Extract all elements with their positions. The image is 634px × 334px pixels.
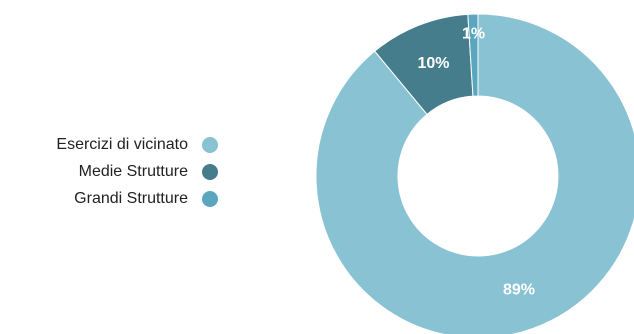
slice-value-label: 89%	[503, 281, 535, 298]
legend-item[interactable]: Medie Strutture	[0, 158, 218, 185]
legend-label: Esercizi di vicinato	[56, 135, 188, 153]
slice-value-label: 1%	[462, 26, 485, 43]
legend-swatch	[202, 136, 218, 153]
legend-item[interactable]: Grandi Strutture	[0, 185, 218, 212]
slice-labels-group: 89% 10% 1%	[417, 26, 535, 299]
legend-swatch	[202, 163, 218, 180]
slices-group	[315, 13, 634, 334]
legend-label: Medie Strutture	[78, 162, 188, 180]
slice-value-label: 10%	[417, 55, 449, 72]
legend-item[interactable]: Esercizi di vicinato	[0, 131, 218, 158]
donut-slice[interactable]	[315, 13, 634, 334]
legend: Esercizi di vicinato Medie Strutture Gra…	[0, 131, 218, 212]
legend-swatch	[202, 190, 218, 207]
legend-label: Grandi Strutture	[74, 189, 188, 207]
donut-slice[interactable]	[467, 13, 479, 97]
